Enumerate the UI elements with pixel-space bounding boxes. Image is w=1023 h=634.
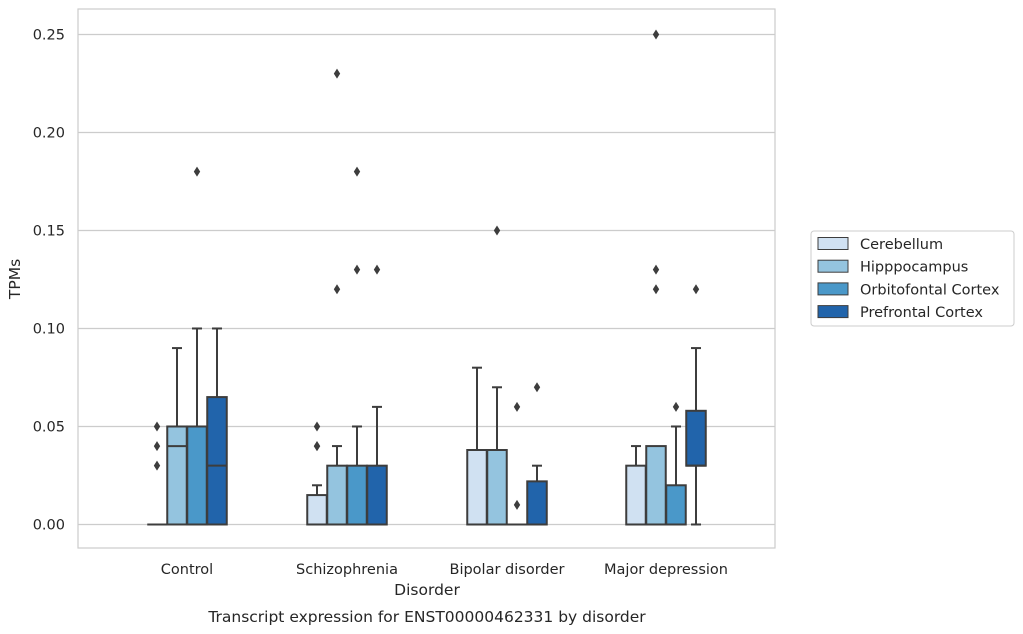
outlier-point [313, 441, 321, 452]
box-body [486, 449, 508, 526]
series-hipppocampus [166, 29, 667, 526]
outlier-point [513, 499, 521, 510]
y-tick-label: 0.05 [33, 419, 65, 435]
box-body [186, 425, 208, 526]
y-tick-label: 0.15 [33, 223, 65, 239]
y-axis-title: TPMs [6, 259, 24, 300]
box-series [147, 29, 707, 526]
outlier-point [153, 460, 161, 471]
outlier-point [513, 401, 521, 412]
outlier-point [153, 421, 161, 432]
box [507, 401, 527, 526]
box-body [346, 464, 368, 526]
box [186, 166, 208, 526]
outlier-point [313, 421, 321, 432]
plot-frame [77, 8, 776, 549]
box [306, 421, 328, 526]
x-axis-title: Disorder [394, 581, 460, 599]
legend-label: Hipppocampus [860, 260, 968, 276]
legend-frame [810, 230, 1015, 327]
box-body [306, 494, 328, 526]
box-body [645, 445, 667, 526]
legend-swatch [817, 282, 849, 296]
box [147, 421, 167, 526]
legend-label: Prefrontal Cortex [860, 305, 983, 321]
outlier-point [353, 264, 361, 275]
x-tick-labels: Control Schizophrenia Bipolar disorder Majo… [161, 562, 728, 578]
box [645, 29, 667, 526]
outlier-point [353, 166, 361, 177]
outlier-point [652, 29, 660, 40]
box-body [366, 464, 388, 526]
box-body [665, 484, 687, 526]
outlier-point [373, 264, 381, 275]
box [466, 366, 488, 526]
series-prefrontal-cortex [206, 264, 707, 526]
box-body [685, 409, 707, 467]
chart-caption: Transcript expression for ENST0000046233… [207, 608, 646, 626]
outlier-point [672, 401, 680, 412]
box [625, 445, 647, 526]
outlier-point [493, 225, 501, 236]
legend-label: Cerebellum [860, 237, 943, 253]
outlier-point [153, 441, 161, 452]
box [206, 327, 228, 526]
outlier-point [533, 382, 541, 393]
box-body [326, 464, 348, 526]
box [366, 264, 388, 526]
legend-label: Orbitofontal Cortex [860, 282, 1000, 298]
outlier-point [652, 264, 660, 275]
legend: Cerebellum Hipppocampus Orbitofontal Corte… [810, 230, 1015, 327]
x-tick-label: Control [161, 562, 213, 578]
y-tick-labels: 0.00 0.05 0.10 0.15 0.20 0.25 [33, 27, 65, 533]
outlier-point [692, 284, 700, 295]
legend-swatch [817, 237, 849, 250]
x-tick-label: Bipolar disorder [450, 562, 565, 578]
box [526, 382, 548, 526]
outlier-point [193, 166, 201, 177]
y-tick-label: 0.25 [33, 27, 65, 43]
legend-swatch [817, 259, 849, 273]
box [326, 68, 348, 526]
box-body [466, 449, 488, 526]
outlier-point [333, 68, 341, 79]
x-tick-label: Schizophrenia [296, 562, 398, 578]
outlier-point [652, 284, 660, 295]
outlier-point [333, 284, 341, 295]
box-body [166, 425, 188, 526]
box-body [526, 480, 548, 526]
x-tick-label: Major depression [604, 562, 728, 578]
box-body [625, 464, 647, 526]
box-body [206, 396, 228, 526]
box [166, 347, 188, 526]
series-orbitofontal-cortex [186, 166, 687, 526]
y-tick-label: 0.00 [33, 517, 65, 533]
box [665, 401, 687, 526]
box [685, 284, 707, 526]
box [486, 225, 508, 526]
y-tick-label: 0.10 [33, 321, 65, 337]
y-tick-label: 0.20 [33, 125, 65, 141]
box [346, 166, 368, 526]
legend-swatch [817, 305, 849, 319]
